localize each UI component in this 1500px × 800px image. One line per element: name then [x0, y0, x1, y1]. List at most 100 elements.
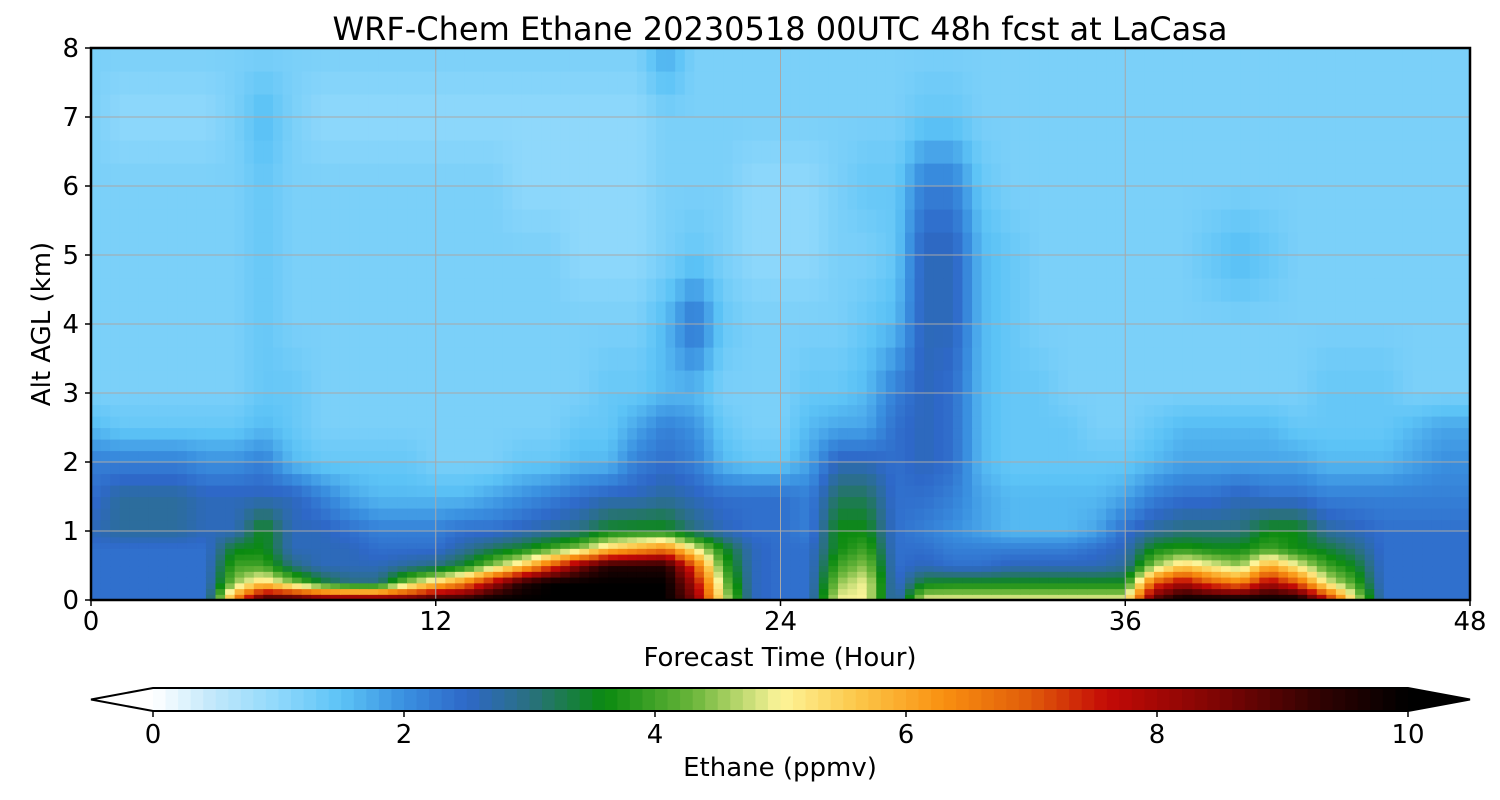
heatmap-cell [1173, 548, 1184, 555]
heatmap-cell [723, 559, 734, 567]
heatmap-cell [656, 232, 667, 256]
heatmap-cell [493, 565, 504, 572]
heatmap-cell [914, 554, 925, 561]
heatmap-cell [177, 496, 188, 509]
heatmap-cell [1086, 416, 1098, 429]
heatmap-cell [809, 278, 820, 302]
heatmap-cell [790, 508, 801, 521]
heatmap-cell [684, 508, 695, 521]
heatmap-cell [1307, 186, 1318, 210]
heatmap-cell [330, 186, 341, 210]
heatmap-cell [301, 255, 312, 279]
heatmap-cell [493, 301, 504, 325]
heatmap-cell [407, 565, 418, 572]
heatmap-cell [933, 255, 944, 279]
heatmap-cell [483, 565, 494, 572]
heatmap-cell [1000, 496, 1011, 509]
heatmap-cell [378, 117, 389, 141]
heatmap-cell [1422, 186, 1433, 210]
heatmap-cell [167, 519, 178, 532]
heatmap-cell [110, 186, 121, 210]
heatmap-cell [407, 508, 418, 521]
heatmap-cell [1240, 450, 1251, 463]
heatmap-cell [359, 559, 370, 567]
heatmap-cell [1460, 554, 1471, 561]
heatmap-cell [282, 473, 293, 486]
heatmap-cell [914, 347, 925, 371]
heatmap-cell [110, 542, 121, 549]
heatmap-cell [569, 347, 580, 371]
heatmap-cell [1278, 571, 1289, 578]
heatmap-cell [311, 594, 322, 601]
heatmap-cell [397, 404, 408, 417]
heatmap-cell [1240, 347, 1251, 371]
heatmap-cell [569, 416, 580, 429]
heatmap-cell [1125, 565, 1136, 572]
heatmap-cell [205, 565, 217, 572]
heatmap-cell [138, 450, 150, 463]
heatmap-cell [1450, 450, 1462, 463]
heatmap-cell [272, 427, 284, 440]
heatmap-cell [320, 278, 332, 302]
heatmap-cell [924, 347, 935, 371]
heatmap-cell [1019, 462, 1031, 475]
heatmap-cell [493, 554, 504, 561]
heatmap-cell [1460, 559, 1471, 567]
heatmap-cell [454, 347, 466, 371]
heatmap-cell [933, 462, 944, 475]
heatmap-cell [1422, 559, 1433, 567]
heatmap-cell [186, 485, 197, 498]
heatmap-cell [924, 427, 935, 440]
heatmap-cell [857, 370, 868, 394]
heatmap-cell [1259, 577, 1270, 584]
heatmap-cell [924, 571, 935, 578]
heatmap-cell [885, 404, 897, 417]
heatmap-cell [1259, 559, 1270, 567]
heatmap-cell [1355, 462, 1366, 475]
heatmap-cell [368, 324, 379, 348]
heatmap-cell [1422, 416, 1433, 429]
heatmap-cell [177, 508, 188, 521]
heatmap-cell [253, 536, 264, 544]
heatmap-cell [1077, 582, 1088, 590]
heatmap-cell [234, 404, 245, 417]
heatmap-cell [158, 255, 169, 279]
heatmap-cell [924, 519, 935, 532]
heatmap-cell [330, 427, 341, 440]
heatmap-cell [464, 594, 475, 601]
heatmap-cell [608, 370, 619, 394]
heatmap-cell [1230, 536, 1241, 544]
heatmap-cell [761, 548, 772, 555]
heatmap-cell [1106, 554, 1117, 561]
heatmap-cell [167, 439, 178, 452]
heatmap-cell [1173, 559, 1184, 567]
heatmap-cell [1450, 519, 1462, 532]
heatmap-cell [732, 496, 743, 509]
heatmap-cell [636, 186, 648, 210]
heatmap-cell [1173, 439, 1184, 452]
heatmap-cell [895, 301, 906, 325]
heatmap-cell [339, 473, 351, 486]
heatmap-cell [828, 542, 839, 549]
heatmap-cell [904, 324, 916, 348]
heatmap-cell [1153, 393, 1165, 406]
heatmap-cell [263, 519, 274, 532]
heatmap-cell [1374, 519, 1385, 532]
heatmap-cell [991, 582, 1002, 590]
heatmap-cell [129, 186, 140, 210]
heatmap-cell [1019, 473, 1031, 486]
heatmap-cell [799, 347, 810, 371]
heatmap-cell [895, 559, 906, 567]
heatmap-cell [541, 232, 552, 256]
heatmap-cell [665, 548, 676, 555]
heatmap-cell [550, 462, 561, 475]
heatmap-cell [1058, 536, 1069, 544]
heatmap-cell [129, 117, 140, 141]
heatmap-cell [981, 232, 992, 256]
heatmap-cell [1010, 559, 1021, 567]
heatmap-cell [445, 542, 456, 549]
heatmap-cell [1316, 473, 1327, 486]
heatmap-cell [167, 582, 178, 590]
heatmap-cell [790, 427, 801, 440]
heatmap-cell [1058, 232, 1069, 256]
